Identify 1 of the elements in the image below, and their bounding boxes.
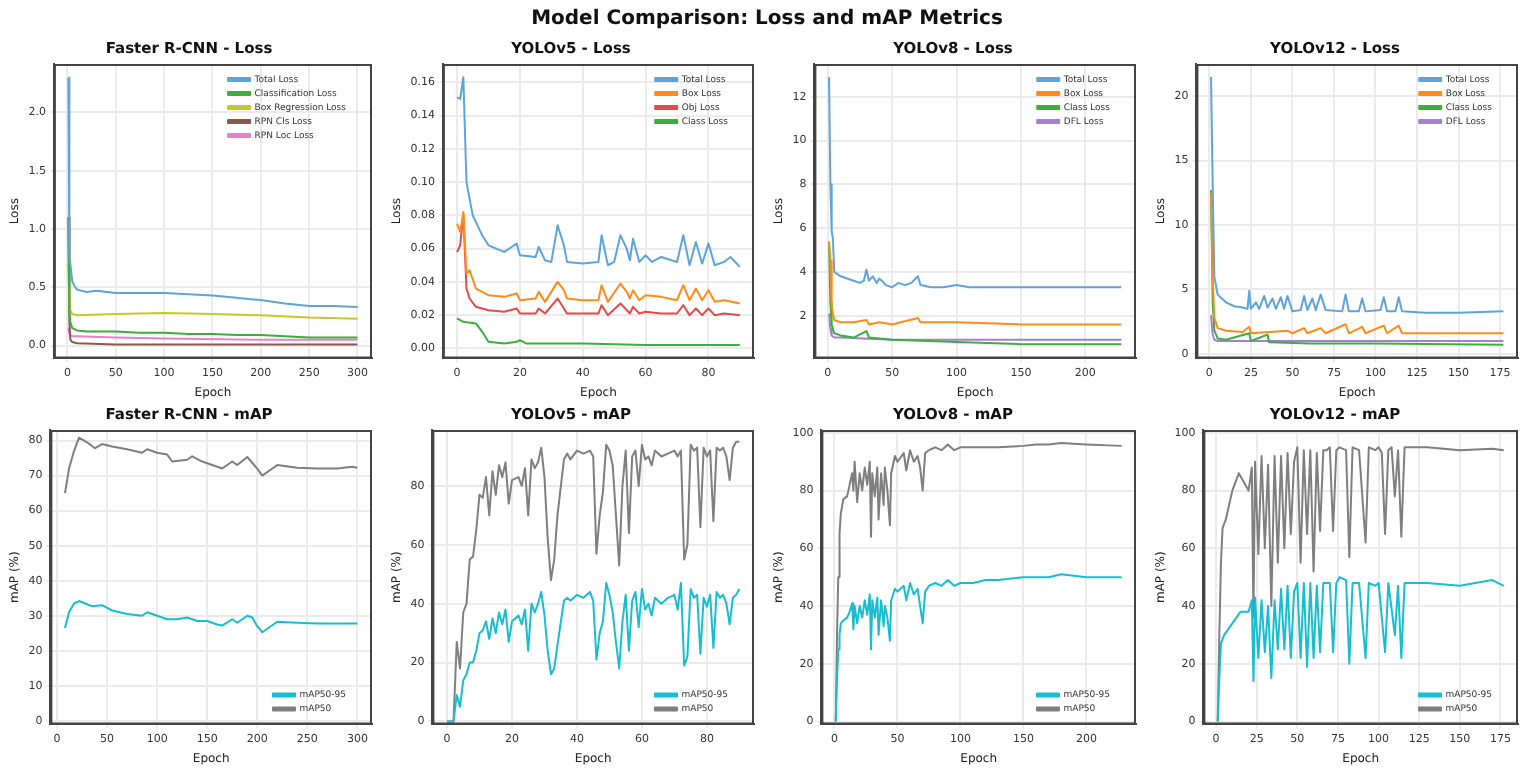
text: Model Comparison: Loss and mAP Metrics bbox=[531, 7, 1003, 29]
